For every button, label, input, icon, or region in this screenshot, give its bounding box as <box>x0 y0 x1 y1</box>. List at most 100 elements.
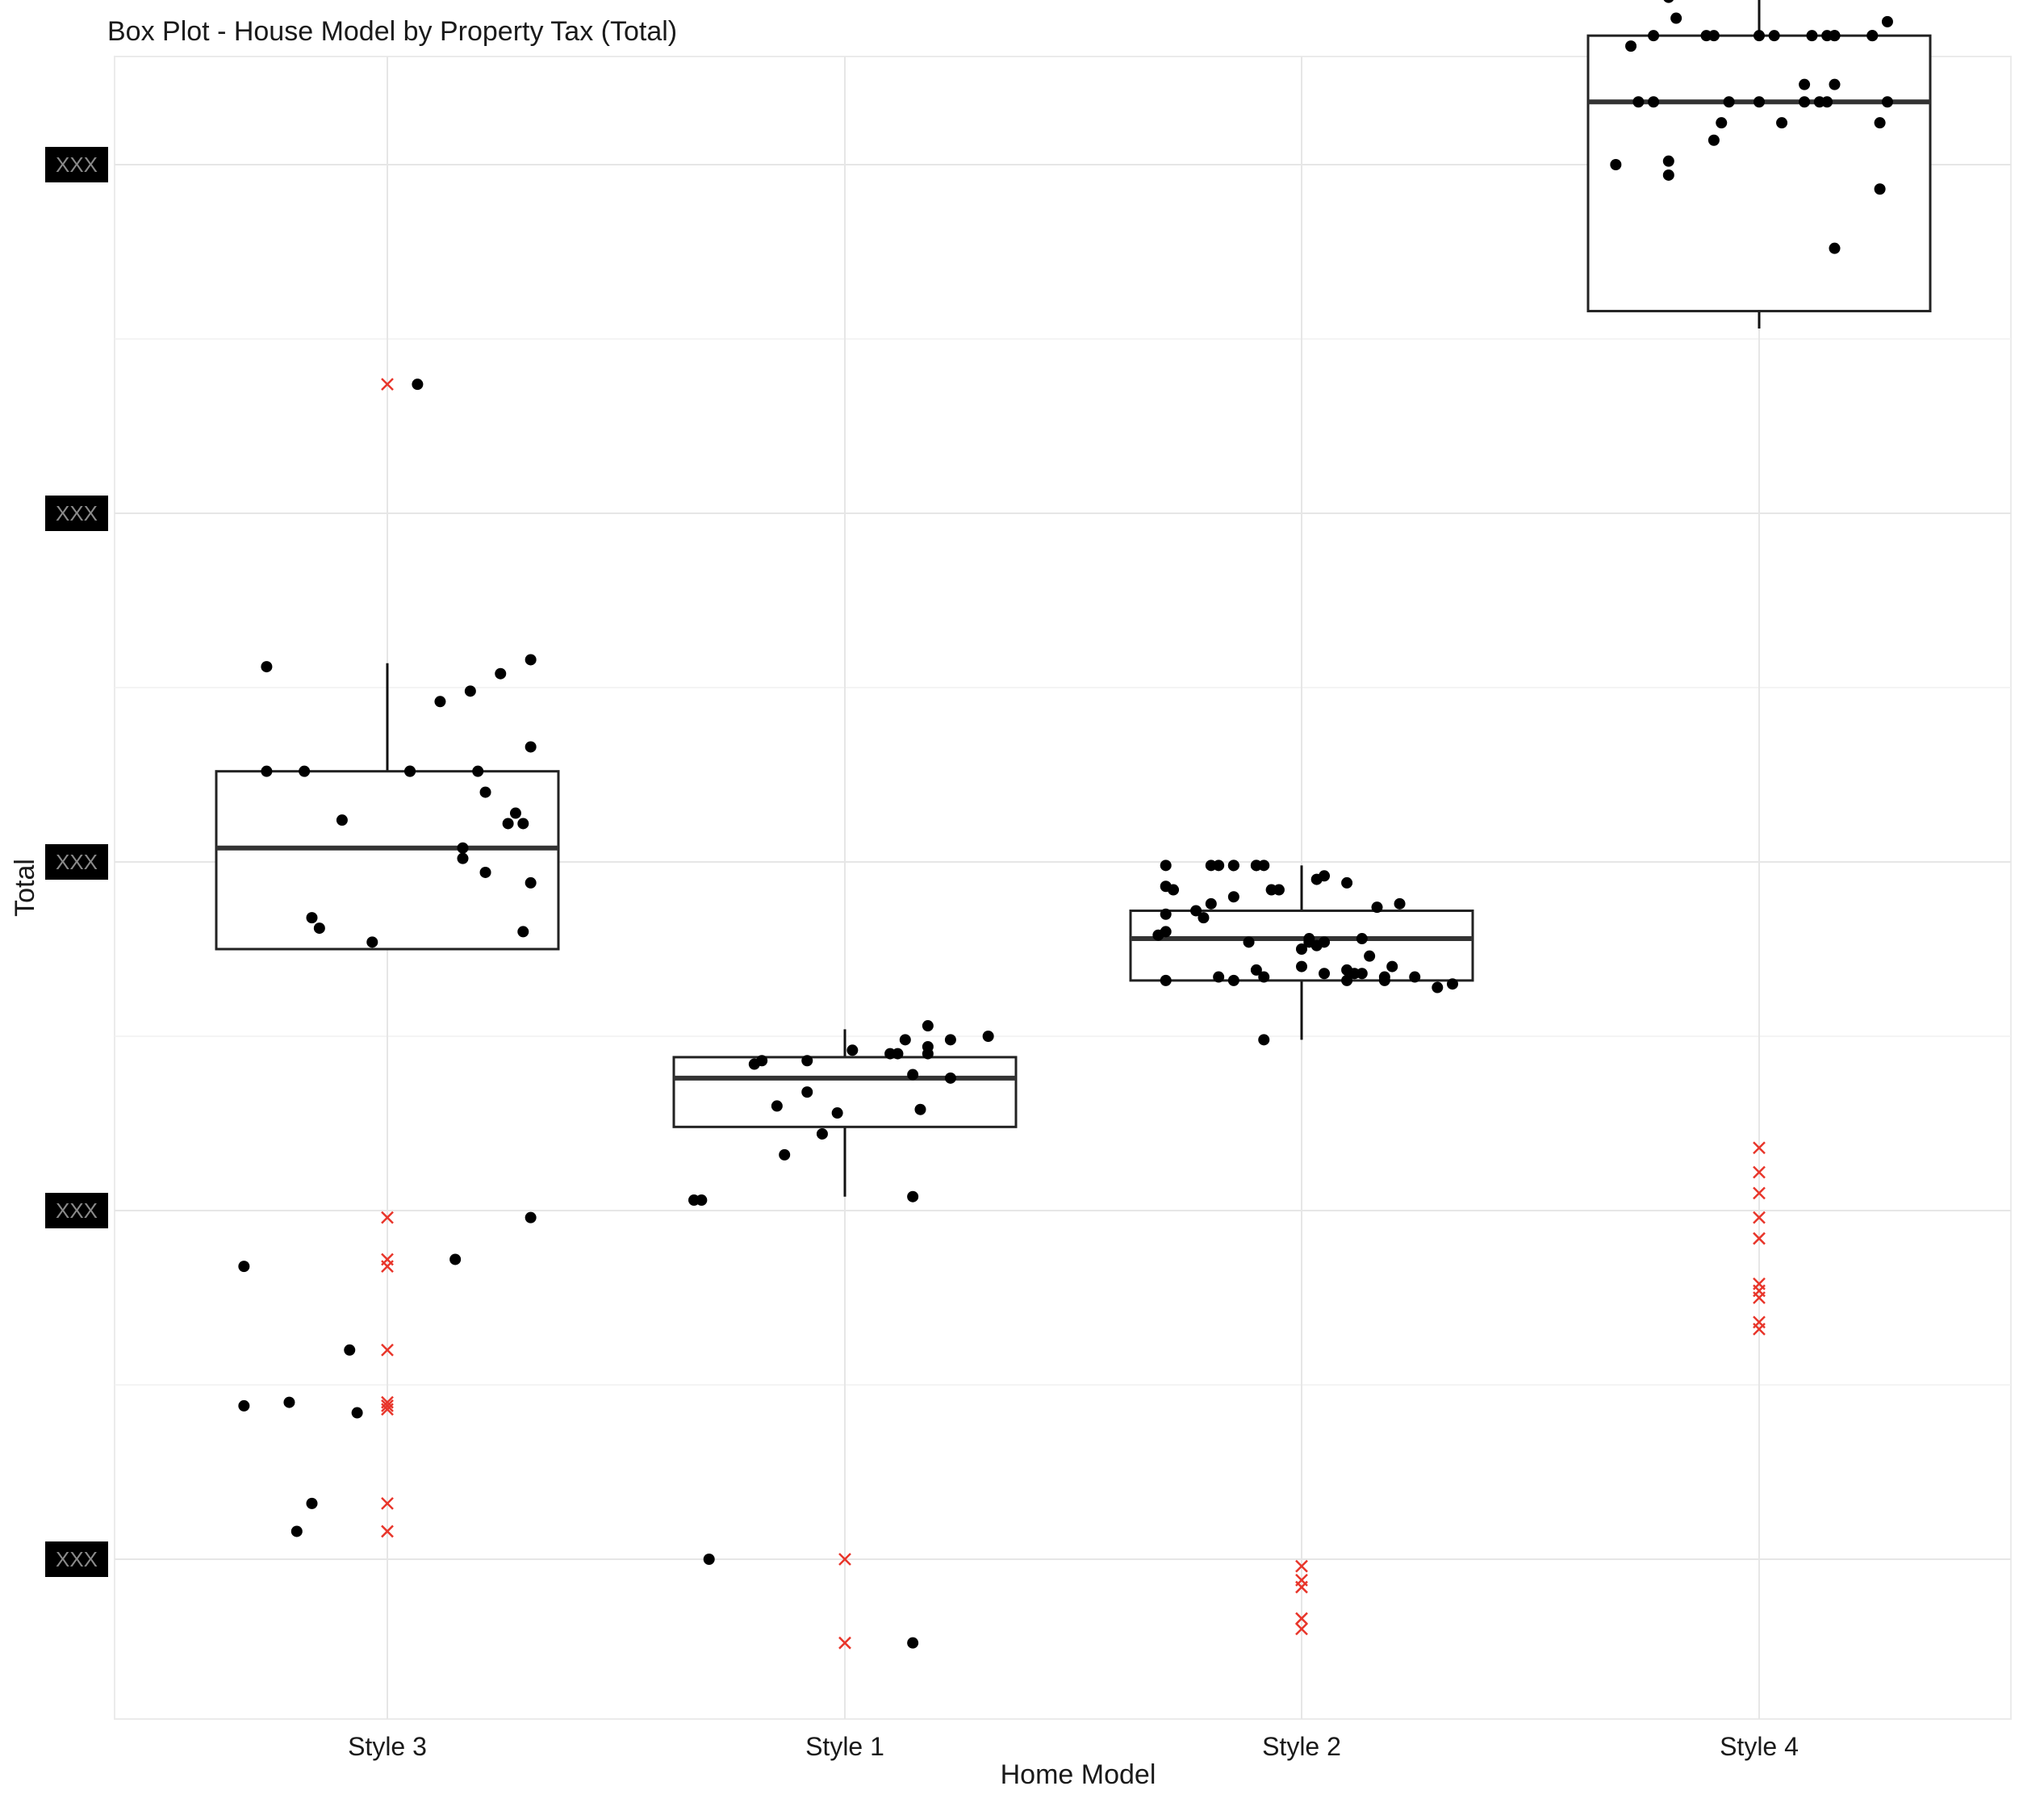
data-point <box>1648 30 1660 42</box>
data-point <box>457 842 469 854</box>
data-point <box>306 1497 318 1509</box>
data-point <box>525 654 537 666</box>
outlier-layer <box>381 378 1766 1650</box>
data-point <box>1662 155 1674 167</box>
data-point <box>696 1194 708 1207</box>
data-point <box>261 661 273 673</box>
x-tick-label: Style 1 <box>805 1732 884 1761</box>
data-point <box>1409 971 1421 983</box>
data-point <box>525 741 537 753</box>
box-1 <box>672 1056 1018 1128</box>
outlier-mark <box>838 1636 851 1650</box>
outlier-mark <box>1295 1559 1308 1573</box>
data-point <box>982 1031 994 1042</box>
x-tick-label: Style 4 <box>1720 1732 1799 1761</box>
data-point <box>1243 936 1255 948</box>
outlier-mark <box>1753 1186 1766 1200</box>
data-point <box>1190 905 1202 917</box>
data-point <box>1829 78 1841 90</box>
redaction-box <box>45 1541 108 1577</box>
data-point <box>892 1048 904 1060</box>
outlier-stroke <box>1295 1559 1308 1573</box>
data-point <box>801 1055 813 1067</box>
data-point <box>922 1048 934 1060</box>
data-point <box>1753 30 1765 42</box>
outlier-mark <box>1753 1141 1766 1155</box>
outlier-mark <box>1753 1211 1766 1224</box>
data-point <box>457 852 469 864</box>
data-point <box>1753 96 1765 108</box>
data-point <box>1250 964 1262 976</box>
data-point <box>1708 30 1720 42</box>
outlier-stroke <box>381 1260 394 1274</box>
y-tick-0: XXX <box>45 1541 108 1577</box>
outlier-stroke <box>381 1343 394 1357</box>
data-point <box>306 912 318 924</box>
data-point <box>922 1020 934 1032</box>
data-point <box>509 807 521 819</box>
data-point <box>1874 117 1886 129</box>
data-point <box>472 765 484 777</box>
outlier-mark <box>381 1496 394 1510</box>
data-point <box>1258 1034 1270 1046</box>
data-point <box>299 765 311 777</box>
data-point <box>344 1344 356 1356</box>
y-tick-3: XXX <box>45 496 108 531</box>
outlier-mark <box>1753 1165 1766 1179</box>
data-point <box>1648 96 1660 108</box>
data-point <box>434 696 446 708</box>
data-point <box>1310 873 1323 885</box>
data-point <box>313 922 325 935</box>
data-point <box>1371 901 1383 914</box>
data-point <box>1227 891 1239 903</box>
data-point <box>771 1100 783 1112</box>
data-point <box>1296 960 1307 973</box>
y-tick-label: XXX <box>56 850 98 874</box>
data-point <box>1768 30 1780 42</box>
data-point <box>238 1261 250 1273</box>
y-tick-label: XXX <box>56 501 98 525</box>
outlier-stroke <box>1753 1232 1766 1245</box>
data-point <box>1632 96 1645 108</box>
data-point <box>1160 860 1172 872</box>
data-point <box>479 866 491 878</box>
outlier-stroke <box>381 378 394 391</box>
data-point <box>1799 96 1811 108</box>
data-point <box>816 1127 828 1140</box>
data-point <box>1866 30 1879 42</box>
outlier-mark <box>1753 1232 1766 1245</box>
outlier-mark <box>1295 1622 1308 1636</box>
data-point <box>291 1525 303 1537</box>
x-axis-title: Home Model <box>1001 1759 1156 1790</box>
outlier-stroke <box>1753 1186 1766 1200</box>
data-point <box>907 1637 919 1649</box>
data-point <box>944 1034 956 1046</box>
data-point <box>1319 968 1331 980</box>
outlier-mark <box>1295 1580 1308 1594</box>
data-point <box>703 1554 715 1565</box>
outlier-mark <box>381 1343 394 1357</box>
data-point <box>1205 897 1217 910</box>
data-point <box>1364 950 1376 962</box>
data-point <box>1250 860 1262 872</box>
outlier-stroke <box>381 1403 394 1416</box>
data-point <box>366 936 378 948</box>
axis-layer: XXX XXX XXX XXX XXX Style 3 Style 1 Style 2 Styl… <box>45 147 1799 1761</box>
outlier-stroke <box>838 1636 851 1650</box>
data-point <box>517 926 529 938</box>
data-point <box>464 685 476 697</box>
data-point <box>412 379 424 391</box>
x-tick-label: Style 2 <box>1262 1732 1341 1761</box>
outlier-stroke <box>1753 1165 1766 1179</box>
outlier-mark <box>381 1211 394 1224</box>
data-point <box>336 814 348 826</box>
outlier-stroke <box>1753 1211 1766 1224</box>
data-point <box>899 1034 911 1046</box>
outlier-mark <box>381 1403 394 1416</box>
data-point <box>1258 971 1270 983</box>
data-point <box>238 1399 250 1412</box>
y-tick-1: XXX <box>45 1193 108 1228</box>
data-point <box>1160 880 1172 893</box>
data-point <box>944 1072 956 1084</box>
